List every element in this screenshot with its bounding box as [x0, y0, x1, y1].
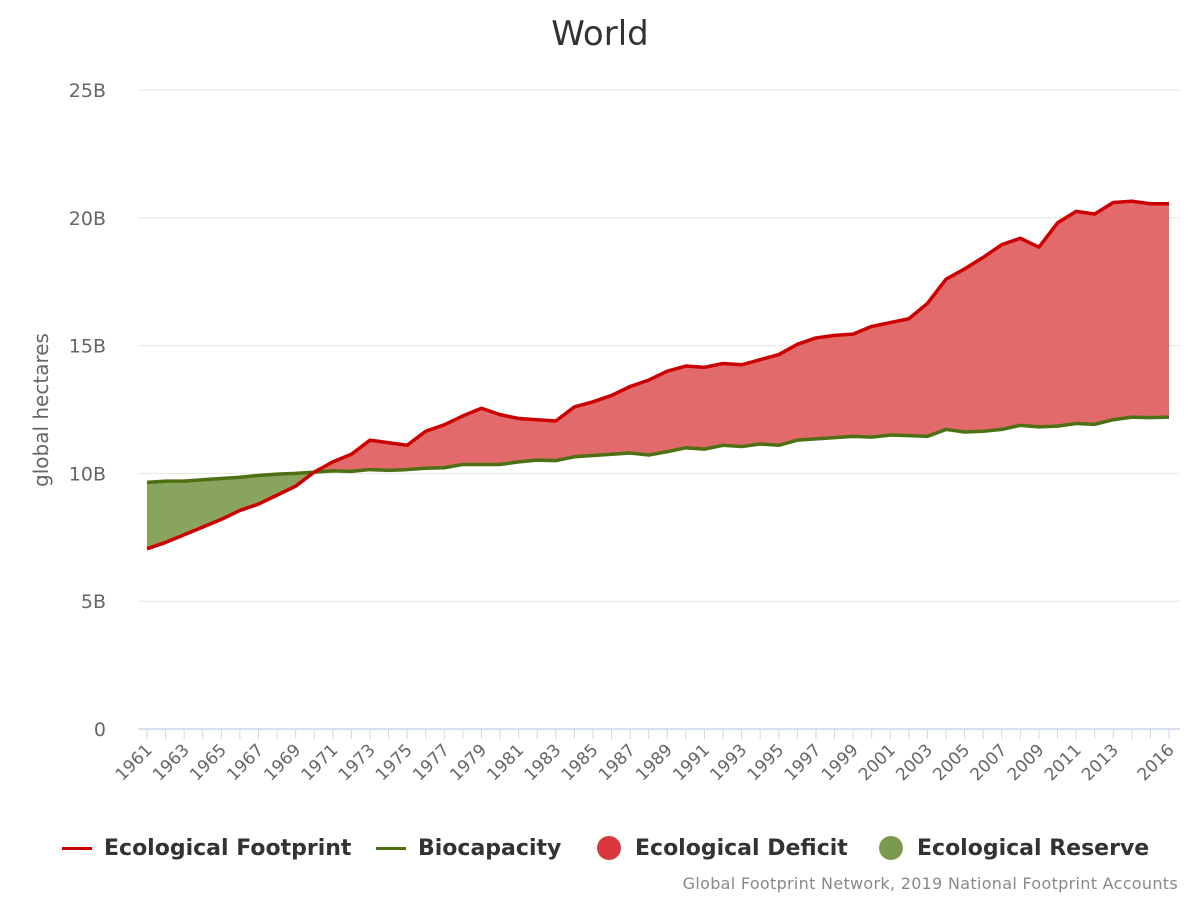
x-tick-label: 2009 [1004, 740, 1049, 785]
x-tick-label: 1981 [483, 740, 528, 785]
x-tick-label: 1999 [818, 740, 863, 785]
ecological-footprint-line[interactable] [146, 199, 1169, 551]
footprint-line-swatch [62, 846, 92, 850]
y-tick-label: 10B [69, 463, 106, 485]
legend-item-ecological-footprint[interactable]: Ecological Footprint [62, 830, 351, 866]
biocapacity-line-swatch [376, 846, 406, 850]
x-tick-label: 1985 [558, 740, 603, 785]
x-tick-label: 1971 [298, 740, 343, 785]
x-tick-label: 2003 [892, 740, 937, 785]
x-tick-label: 1979 [446, 740, 491, 785]
x-tick-label: 2011 [1041, 740, 1086, 785]
x-tick-label: 2007 [967, 740, 1012, 785]
x-tick-label: 1995 [744, 740, 789, 785]
y-tick-label: 5B [81, 591, 106, 613]
x-tick-label: 1975 [372, 740, 417, 785]
y-axis-label: global hectares [29, 333, 53, 487]
y-tick-label: 15B [69, 336, 106, 358]
x-tick-label: 1967 [223, 740, 268, 785]
x-tick-label: 2005 [929, 740, 974, 785]
x-tick-label: 1977 [409, 740, 454, 785]
x-tick-label: 1961 [112, 740, 157, 785]
y-tick-label: 0 [94, 719, 106, 741]
x-tick-label: 1969 [260, 740, 305, 785]
x-tick-label: 2016 [1134, 740, 1179, 785]
x-tick-label: 1983 [521, 740, 566, 785]
x-tick-label: 1987 [595, 740, 640, 785]
legend-label-footprint: Ecological Footprint [104, 835, 352, 861]
deficit-dot-swatch [597, 836, 621, 860]
x-tick-label: 1973 [335, 740, 380, 785]
ecological-deficit-area [314, 201, 1170, 473]
x-tick-label: 1991 [669, 740, 714, 785]
legend-item-biocapacity[interactable]: Biocapacity [376, 830, 561, 866]
legend-item-ecological-deficit[interactable]: Ecological Deficit [597, 830, 848, 866]
credits[interactable]: Global Footprint Network, 2019 National … [682, 874, 1178, 893]
x-tick-label: 1963 [149, 740, 194, 785]
x-tick-label: 2001 [855, 740, 900, 785]
reserve-dot-swatch [879, 836, 903, 860]
area-fills [147, 201, 1170, 549]
x-tick-label: 1989 [632, 740, 677, 785]
series-lines [146, 199, 1170, 551]
legend-label-deficit: Ecological Deficit [635, 835, 848, 861]
y-tick-label: 25B [69, 80, 106, 102]
x-tick-label: 1965 [186, 740, 231, 785]
y-tick-label: 20B [69, 208, 106, 230]
legend-label-biocapacity: Biocapacity [418, 835, 562, 861]
legend-item-ecological-reserve[interactable]: Ecological Reserve [879, 830, 1149, 866]
x-tick-label: 1993 [706, 740, 751, 785]
chart-title: World [551, 14, 649, 54]
x-tick-label: 2013 [1078, 740, 1123, 785]
ecological-reserve-area [147, 472, 315, 549]
legend: Ecological Footprint Biocapacity Ecologi… [0, 830, 1200, 866]
x-tick-label: 1997 [781, 740, 826, 785]
legend-label-reserve: Ecological Reserve [917, 835, 1150, 861]
